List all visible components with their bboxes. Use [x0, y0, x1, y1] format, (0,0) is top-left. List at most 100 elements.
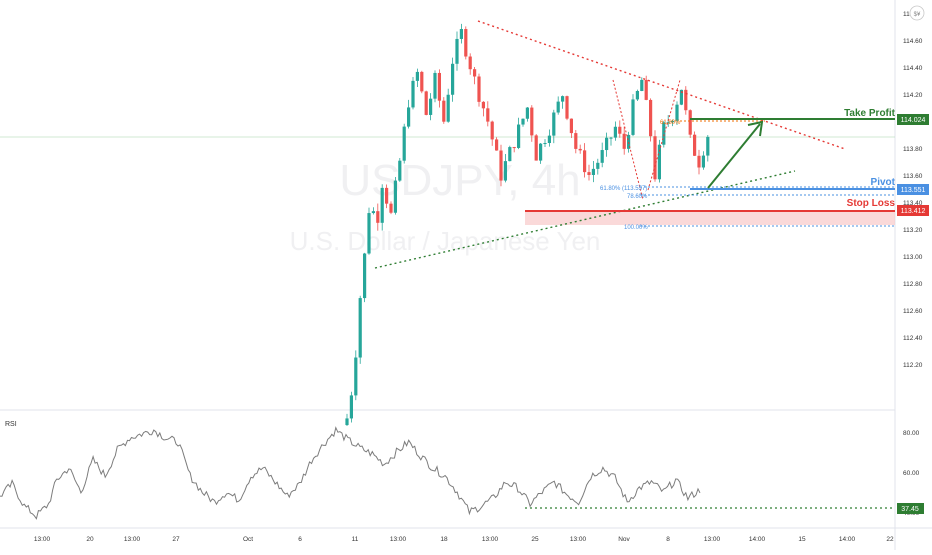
pivot-price-tag: 113.551 [897, 184, 929, 195]
candle-body [631, 99, 635, 135]
candle-body [565, 96, 569, 119]
time-tick-label: 27 [172, 536, 180, 543]
stop-loss-tag-bg [897, 205, 929, 216]
pivot-tag-bg [897, 184, 929, 195]
price-tick-label: 113.60 [903, 173, 923, 180]
projection-arrow-head [747, 120, 764, 137]
candle-body [530, 107, 534, 136]
candle-body [662, 122, 666, 145]
fib-100-label: 100.00% [624, 225, 648, 231]
candle-body [437, 72, 441, 101]
candle-body [433, 72, 437, 99]
candle-body [499, 150, 503, 181]
candle-body [459, 29, 463, 39]
time-tick-label: Oct [243, 536, 253, 543]
candle-body [477, 76, 481, 102]
candle-body [679, 89, 683, 105]
candle-body [653, 136, 657, 180]
candle-body [371, 211, 375, 214]
candle-body [525, 107, 529, 119]
price-tick-label: 113.20 [903, 227, 923, 234]
candle-body [609, 137, 613, 139]
candle-body [358, 298, 362, 358]
candle-body [640, 79, 644, 91]
rsi-tick-label: 60.00 [903, 470, 920, 477]
candle-body [393, 180, 397, 213]
price-tick-label: 113.40 [903, 200, 923, 207]
time-tick-label: 14:00 [749, 536, 766, 543]
candle-body [367, 213, 371, 254]
fib-pivot-label: 61.80% (113.557) [600, 186, 647, 192]
candle-body [521, 118, 525, 125]
candle-body [455, 38, 459, 64]
projection-arrow [707, 123, 761, 189]
candle-body [446, 94, 450, 122]
candle-body [451, 63, 455, 95]
candle-body [587, 172, 591, 175]
candle-body [605, 137, 609, 151]
price-tick-label: 114.60 [903, 38, 923, 45]
price-tick-label: 113.00 [903, 254, 923, 261]
price-tick-label: 112.60 [903, 308, 923, 315]
fib-78-label: 78.60% [627, 194, 648, 200]
stop-loss-label: Stop Loss [847, 198, 896, 209]
fib-swing-line-2 [647, 79, 681, 191]
support-trendline[interactable] [374, 170, 796, 269]
fib-swing-line [612, 79, 644, 201]
candle-body [429, 98, 433, 115]
watermark-name: U.S. Dollar / Japanese Yen [290, 226, 601, 256]
price-tick-label: 114.40 [903, 65, 923, 72]
candle-body [684, 89, 688, 111]
take-profit-price-tag: 114.024 [897, 114, 929, 125]
fib-pivot-value: 113.557 [624, 186, 646, 192]
candle-body [385, 187, 389, 204]
time-tick-label: 15 [798, 536, 806, 543]
candle-body [389, 203, 393, 213]
candle-body [495, 139, 499, 151]
candle-body [486, 108, 490, 122]
candle-body [534, 135, 538, 161]
take-profit-tag-text: 114.024 [901, 117, 926, 124]
fib-pivot-percent: 61.80% [600, 186, 621, 192]
time-tick-label: 20 [86, 536, 94, 543]
candle-body [701, 155, 705, 168]
candle-body [591, 168, 595, 175]
rsi-value-tag: 37.45 [897, 503, 924, 514]
candle-body [490, 121, 494, 140]
candle-body [402, 126, 406, 161]
candle-body [561, 96, 565, 102]
candle-body [644, 79, 648, 100]
time-axis[interactable]: 13:00 20 13:00 27 Oct 6 11 13:00 18 13:00 25 13:00 N… [34, 536, 894, 543]
candle-body [613, 126, 617, 138]
candle-body [415, 71, 419, 81]
candle-body [618, 126, 622, 134]
candle-body [693, 134, 697, 156]
time-tick-label: 18 [440, 536, 448, 543]
rsi-tick-label: 80.00 [903, 430, 920, 437]
candle-body [657, 144, 661, 180]
candle-body [407, 107, 411, 127]
price-tick-label: 112.20 [903, 362, 923, 369]
rsi-title: RSI [5, 421, 17, 428]
candle-body [376, 211, 380, 223]
rsi-line [0, 426, 701, 520]
candle-body [547, 135, 551, 144]
rsi-tag-bg [897, 503, 924, 514]
stop-loss-price-tag: 113.412 [897, 205, 929, 216]
candle-body [675, 104, 679, 121]
time-tick-label: 13:00 [124, 536, 141, 543]
candle-body [517, 124, 521, 148]
candle-body [578, 148, 582, 151]
candle-body [539, 143, 543, 161]
time-tick-label: 25 [531, 536, 539, 543]
candle-body [627, 134, 631, 149]
candle-body [411, 80, 415, 108]
time-tick-label: 8 [666, 536, 670, 543]
candle-body [552, 112, 556, 136]
candle-body [424, 91, 428, 115]
candle-body [666, 122, 670, 124]
candle-body [583, 150, 587, 173]
